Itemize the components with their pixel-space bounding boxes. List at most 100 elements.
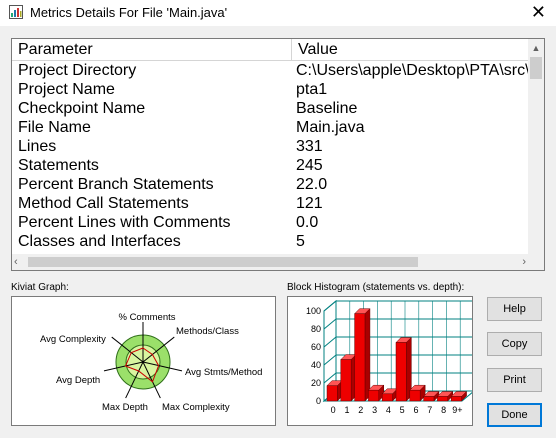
- histogram-y-tick: 80: [311, 324, 321, 334]
- kiviat-axis: [142, 361, 183, 372]
- kiviat-axis-label: Avg Complexity: [40, 334, 106, 345]
- table-row[interactable]: Percent Branch Statements 22.0: [12, 175, 528, 194]
- histogram-label: Block Histogram (statements vs. depth):: [287, 282, 465, 293]
- parameter-cell: Percent Branch Statements: [18, 176, 214, 193]
- column-header-parameter[interactable]: Parameter: [12, 39, 292, 60]
- histogram-bar-side: [364, 308, 371, 402]
- kiviat-axis: [103, 361, 144, 372]
- parameter-cell: Lines: [18, 138, 57, 155]
- value-cell: 121: [296, 195, 323, 212]
- histogram-x-tick: 8: [441, 405, 446, 415]
- kiviat-label: Kiviat Graph:: [11, 282, 69, 293]
- histogram-x-tick: 4: [386, 405, 391, 415]
- histogram-y-tick: 40: [311, 360, 321, 370]
- value-cell: pta1: [296, 81, 328, 98]
- histogram-x-tick: 0: [331, 405, 336, 415]
- histogram-bar: [354, 313, 366, 402]
- histogram-x-tick: 2: [358, 405, 363, 415]
- vertical-scroll-thumb[interactable]: [530, 57, 542, 79]
- table-row[interactable]: Classes and Interfaces 5: [12, 232, 528, 251]
- kiviat-metric-polygon: [124, 347, 160, 383]
- kiviat-axis-label: Avg Stmts/Method: [185, 367, 262, 378]
- histogram-gridline: [323, 372, 337, 384]
- histogram-panel: 0 20 40 60 80 100 0 1 2 3 4 5 6 7 8 9+: [287, 296, 476, 426]
- histogram-y-tick: 100: [306, 306, 321, 316]
- parameter-cell: Classes and Interfaces: [18, 233, 181, 250]
- vertical-scrollbar[interactable]: ▲: [528, 39, 544, 255]
- histogram-bar: [409, 389, 421, 402]
- parameter-cell: Statements: [18, 157, 99, 174]
- histogram-bar: [381, 393, 393, 402]
- kiviat-axis-label: Avg Depth: [56, 375, 100, 386]
- kiviat-axis-label: Max Complexity: [162, 402, 230, 413]
- table-row[interactable]: Project Name pta1: [12, 80, 528, 99]
- title-bar: Metrics Details For File 'Main.java' ✕: [0, 0, 556, 26]
- histogram-bar: [368, 389, 380, 402]
- table-row[interactable]: File Name Main.java: [12, 118, 528, 137]
- parameter-cell: Checkpoint Name: [18, 100, 146, 117]
- value-cell: Baseline: [296, 100, 358, 117]
- metrics-table[interactable]: Parameter Value Project Directory C:\User…: [11, 38, 545, 271]
- histogram-bar: [326, 385, 338, 402]
- kiviat-axis: [111, 336, 144, 363]
- help-button[interactable]: Help: [487, 297, 542, 321]
- histogram-gridline: [323, 354, 337, 366]
- histogram-bar: [340, 359, 352, 402]
- window-title: Metrics Details For File 'Main.java': [30, 5, 228, 20]
- histogram-y-tick: 60: [311, 342, 321, 352]
- histogram-gridline: [323, 300, 337, 312]
- value-cell: C:\Users\apple\Desktop\PTA\src\l: [296, 62, 528, 79]
- histogram-x-tick: 9+: [452, 405, 462, 415]
- histogram-bar: [450, 396, 462, 402]
- kiviat-axis: [142, 361, 161, 399]
- value-cell: 331: [296, 138, 323, 155]
- copy-button[interactable]: Copy: [487, 332, 542, 356]
- scroll-left-icon[interactable]: ‹: [14, 256, 18, 268]
- table-row[interactable]: Method Call Statements 121: [12, 194, 528, 213]
- kiviat-axis: [125, 361, 144, 399]
- value-cell: 245: [296, 157, 323, 174]
- parameter-cell: Project Directory: [18, 62, 137, 79]
- table-row[interactable]: Project Directory C:\Users\apple\Desktop\…: [12, 61, 528, 80]
- histogram-bar: [437, 396, 448, 402]
- value-cell: Main.java: [296, 119, 365, 136]
- histogram-gridline: [323, 318, 337, 330]
- horizontal-scrollbar[interactable]: ‹ ›: [12, 254, 544, 270]
- horizontal-scroll-thumb[interactable]: [28, 257, 418, 267]
- app-icon: [9, 5, 23, 19]
- done-button[interactable]: Done: [487, 403, 542, 427]
- table-row[interactable]: Statements 245: [12, 156, 528, 175]
- histogram-y-tick: 0: [316, 396, 321, 406]
- value-cell: 5: [296, 233, 305, 250]
- value-cell: 0.0: [296, 214, 319, 231]
- kiviat-axis: [142, 336, 175, 363]
- histogram-x-tick: 1: [344, 405, 349, 415]
- histogram-gridline: [323, 336, 337, 348]
- table-row[interactable]: Checkpoint Name Baseline: [12, 99, 528, 118]
- kiviat-axis-label: Methods/Class: [176, 326, 239, 337]
- table-row[interactable]: Percent Lines with Comments 0.0: [12, 213, 528, 232]
- histogram-x-tick: 5: [400, 405, 405, 415]
- histogram-x-tick: 3: [372, 405, 377, 415]
- kiviat-axis-label: % Comments: [118, 312, 175, 323]
- close-icon[interactable]: ✕: [530, 2, 546, 22]
- table-rows: Project Directory C:\Users\apple\Desktop\…: [12, 61, 528, 253]
- scroll-right-icon[interactable]: ›: [522, 256, 526, 268]
- kiviat-panel: % Comments Methods/Class Avg Stmts/Method M…: [11, 296, 276, 426]
- histogram-bar: [395, 342, 407, 402]
- value-cell: 22.0: [296, 176, 328, 193]
- kiviat-axis-label: Max Depth: [102, 402, 148, 413]
- histogram-bar: [423, 396, 435, 402]
- table-header: Parameter Value: [12, 39, 542, 61]
- histogram-x-tick: 7: [427, 405, 432, 415]
- scroll-up-icon[interactable]: ▲: [531, 43, 541, 53]
- print-button[interactable]: Print: [487, 368, 542, 392]
- parameter-cell: Method Call Statements: [18, 195, 189, 212]
- parameter-cell: Project Name: [18, 81, 115, 98]
- table-row[interactable]: Lines 331: [12, 137, 528, 156]
- column-header-value[interactable]: Value: [298, 41, 338, 58]
- parameter-cell: Percent Lines with Comments: [18, 214, 231, 231]
- histogram-x-tick: 6: [413, 405, 418, 415]
